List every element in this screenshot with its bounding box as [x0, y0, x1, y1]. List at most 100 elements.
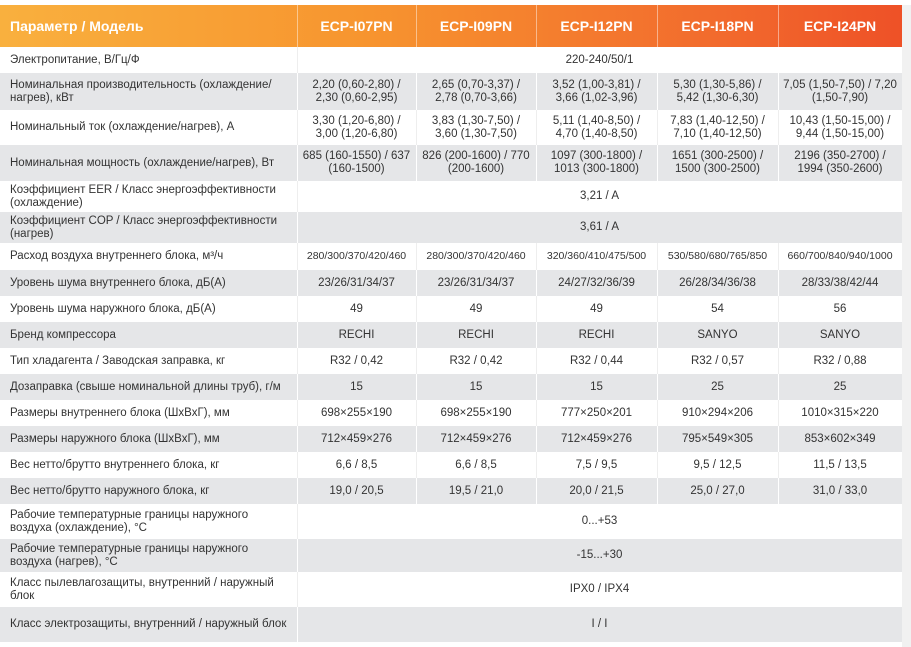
row-value: R32 / 0,44 — [536, 348, 658, 374]
model-header: ECP-I12PN — [536, 5, 658, 47]
row-label: Уровень шума внутреннего блока, дБ(А) — [0, 270, 298, 296]
table-row: Уровень шума наружного блока, дБ(А) 49 49 4… — [0, 296, 903, 322]
row-value: RECHI — [536, 322, 658, 348]
row-value: 2,20 (0,60-2,80) / 2,30 (0,60-2,95) — [297, 73, 417, 110]
row-value-merged: 3,21 / A — [297, 181, 903, 212]
table-row: Рабочие температурные границы наружного … — [0, 504, 903, 539]
row-value: 25,0 / 27,0 — [657, 478, 779, 504]
row-value: 23/26/31/34/37 — [297, 270, 417, 296]
row-value: 660/700/840/940/1000 — [778, 243, 903, 270]
row-value: 1097 (300-1800) / 1013 (300-1800) — [536, 145, 658, 181]
row-label: Размеры наружного блока (ШхВхГ), мм — [0, 426, 298, 452]
row-value: 6,6 / 8,5 — [416, 452, 537, 478]
table-row: Рабочие температурные границы наружного … — [0, 539, 903, 572]
table-row: Номинальный ток (охлаждение/нагрев), А 3,… — [0, 110, 903, 145]
row-value: 54 — [657, 296, 779, 322]
model-header: ECP-I24PN — [778, 5, 903, 47]
row-label: Коэффициент EER / Класс энергоэффективно… — [0, 181, 298, 212]
row-value: 49 — [297, 296, 417, 322]
header-row: Параметр / Модель ECP-I07PN ECP-I09PN EC… — [0, 5, 903, 47]
row-value: R32 / 0,42 — [416, 348, 537, 374]
row-value: 23/26/31/34/37 — [416, 270, 537, 296]
row-value: 777×250×201 — [536, 400, 658, 426]
table-row: Коэффициент EER / Класс энергоэффективно… — [0, 181, 903, 212]
row-value: 795×549×305 — [657, 426, 779, 452]
model-header: ECP-I18PN — [657, 5, 779, 47]
row-value: SANYO — [657, 322, 779, 348]
row-label: Коэффициент COP / Класс энергоэффективно… — [0, 212, 298, 243]
row-value: 26/28/34/36/38 — [657, 270, 779, 296]
row-value: 530/580/680/765/850 — [657, 243, 779, 270]
row-value: 49 — [536, 296, 658, 322]
row-value: 15 — [297, 374, 417, 400]
row-label: Дозаправка (свыше номинальной длины труб… — [0, 374, 298, 400]
row-value: 853×602×349 — [778, 426, 903, 452]
row-value: 2,65 (0,70-3,37) / 2,78 (0,70-3,66) — [416, 73, 537, 110]
row-value: 7,5 / 9,5 — [536, 452, 658, 478]
row-label: Рабочие температурные границы наружного … — [0, 504, 298, 539]
specs-table: Параметр / Модель ECP-I07PN ECP-I09PN EC… — [0, 5, 903, 642]
row-value: 15 — [416, 374, 537, 400]
row-value: 712×459×276 — [416, 426, 537, 452]
table-row: Вес нетто/брутто внутреннего блока, кг 6,… — [0, 452, 903, 478]
table-row: Бренд компрессора RECHI RECHI RECHI SANYO SAN… — [0, 322, 903, 348]
row-value: 24/27/32/36/39 — [536, 270, 658, 296]
row-value: 11,5 / 13,5 — [778, 452, 903, 478]
row-value: 49 — [416, 296, 537, 322]
row-value: 5,11 (1,40-8,50) / 4,70 (1,40-8,50) — [536, 110, 658, 145]
row-value-merged: -15...+30 — [297, 539, 903, 572]
row-value-merged: 3,61 / A — [297, 212, 903, 243]
row-value: 3,52 (1,00-3,81) / 3,66 (1,02-3,96) — [536, 73, 658, 110]
row-value: 320/360/410/475/500 — [536, 243, 658, 270]
row-value: 31,0 / 33,0 — [778, 478, 903, 504]
row-value: 56 — [778, 296, 903, 322]
row-label: Номинальный ток (охлаждение/нагрев), А — [0, 110, 298, 145]
row-value-merged: 220-240/50/1 — [297, 47, 903, 73]
row-value: 826 (200-1600) / 770 (200-1600) — [416, 145, 537, 181]
table-row: Уровень шума внутреннего блока, дБ(А) 23/… — [0, 270, 903, 296]
row-label: Размеры внутреннего блока (ШхВхГ), мм — [0, 400, 298, 426]
model-header: ECP-I09PN — [416, 5, 537, 47]
row-value: 6,6 / 8,5 — [297, 452, 417, 478]
row-label: Класс электрозащиты, внутренний / наружн… — [0, 607, 298, 642]
row-value: 712×459×276 — [297, 426, 417, 452]
row-value: 1651 (300-2500) / 1500 (300-2500) — [657, 145, 779, 181]
row-value: RECHI — [416, 322, 537, 348]
row-value: 7,83 (1,40-12,50) / 7,10 (1,40-12,50) — [657, 110, 779, 145]
table-row: Размеры наружного блока (ШхВхГ), мм 712×4… — [0, 426, 903, 452]
table-row: Тип хладагента / Заводская заправка, кг R… — [0, 348, 903, 374]
row-value-merged: I / I — [297, 607, 903, 642]
row-value-merged: IPX0 / IPX4 — [297, 572, 903, 607]
row-value: 19,0 / 20,5 — [297, 478, 417, 504]
table-row: Электропитание, В/Гц/Ф 220-240/50/1 — [0, 47, 903, 73]
table-row: Дозаправка (свыше номинальной длины труб… — [0, 374, 903, 400]
row-value: 2196 (350-2700) / 1994 (350-2600) — [778, 145, 903, 181]
model-header: ECP-I07PN — [297, 5, 417, 47]
row-value: R32 / 0,88 — [778, 348, 903, 374]
row-value: 910×294×206 — [657, 400, 779, 426]
row-value: 7,05 (1,50-7,50) / 7,20 (1,50-7,90) — [778, 73, 903, 110]
row-value: 712×459×276 — [536, 426, 658, 452]
row-value: 280/300/370/420/460 — [297, 243, 417, 270]
row-value: 10,43 (1,50-15,00) / 9,44 (1,50-15,00) — [778, 110, 903, 145]
row-value: 698×255×190 — [297, 400, 417, 426]
table-row: Вес нетто/брутто наружного блока, кг 19,0… — [0, 478, 903, 504]
row-label: Вес нетто/брутто внутреннего блока, кг — [0, 452, 298, 478]
row-value: 698×255×190 — [416, 400, 537, 426]
table-row: Класс пылевлагозащиты, внутренний / нару… — [0, 572, 903, 607]
row-label: Тип хладагента / Заводская заправка, кг — [0, 348, 298, 374]
row-value: 1010×315×220 — [778, 400, 903, 426]
row-value: R32 / 0,57 — [657, 348, 779, 374]
row-value: 25 — [778, 374, 903, 400]
row-value: 3,30 (1,20-6,80) / 3,00 (1,20-6,80) — [297, 110, 417, 145]
table-row: Коэффициент COP / Класс энергоэффективно… — [0, 212, 903, 243]
row-label: Уровень шума наружного блока, дБ(А) — [0, 296, 298, 322]
row-value: 20,0 / 21,5 — [536, 478, 658, 504]
row-value: 280/300/370/420/460 — [416, 243, 537, 270]
row-value: 25 — [657, 374, 779, 400]
row-value: 685 (160-1550) / 637 (160-1500) — [297, 145, 417, 181]
row-value: R32 / 0,42 — [297, 348, 417, 374]
scrollbar[interactable] — [902, 5, 911, 647]
row-label: Электропитание, В/Гц/Ф — [0, 47, 298, 73]
table-row: Класс электрозащиты, внутренний / наружн… — [0, 607, 903, 642]
